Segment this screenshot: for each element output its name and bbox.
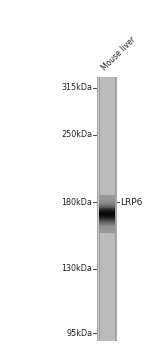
Bar xyxy=(99,214,114,215)
Bar xyxy=(99,198,114,199)
Bar xyxy=(99,229,114,230)
Bar xyxy=(99,216,114,217)
Text: Mouse liver: Mouse liver xyxy=(100,35,138,73)
Bar xyxy=(99,227,114,228)
Text: 95kDa: 95kDa xyxy=(66,328,92,338)
Bar xyxy=(99,77,114,341)
Bar xyxy=(99,226,114,227)
Bar xyxy=(99,207,114,208)
Bar xyxy=(99,230,114,231)
Text: 180kDa: 180kDa xyxy=(61,198,92,207)
Text: LRP6: LRP6 xyxy=(120,198,142,207)
Bar xyxy=(99,232,114,233)
Bar xyxy=(99,225,114,226)
Bar xyxy=(99,221,114,222)
Bar xyxy=(99,222,114,223)
Bar xyxy=(99,215,114,216)
Bar xyxy=(99,199,114,200)
Bar xyxy=(99,201,114,202)
Text: 130kDa: 130kDa xyxy=(61,264,92,274)
Bar xyxy=(99,202,114,203)
Bar xyxy=(99,218,114,219)
Bar xyxy=(99,195,114,196)
Bar xyxy=(99,203,114,204)
Text: 250kDa: 250kDa xyxy=(61,131,92,139)
Bar xyxy=(99,231,114,232)
Bar xyxy=(99,211,114,212)
Bar xyxy=(99,219,114,220)
Bar xyxy=(99,210,114,211)
Bar xyxy=(99,212,114,213)
Bar xyxy=(99,206,114,207)
Bar xyxy=(99,220,114,221)
Bar xyxy=(99,208,114,209)
Bar xyxy=(99,205,114,206)
Bar xyxy=(99,217,114,218)
Bar xyxy=(97,77,116,341)
Bar xyxy=(99,224,114,225)
Bar xyxy=(99,222,114,224)
Bar xyxy=(99,228,114,229)
Bar xyxy=(99,213,114,214)
Bar xyxy=(99,196,114,197)
Bar xyxy=(99,209,114,210)
Bar xyxy=(99,200,114,201)
Bar xyxy=(99,197,114,198)
Bar xyxy=(99,225,114,226)
Bar xyxy=(99,204,114,205)
Text: 315kDa: 315kDa xyxy=(61,83,92,92)
